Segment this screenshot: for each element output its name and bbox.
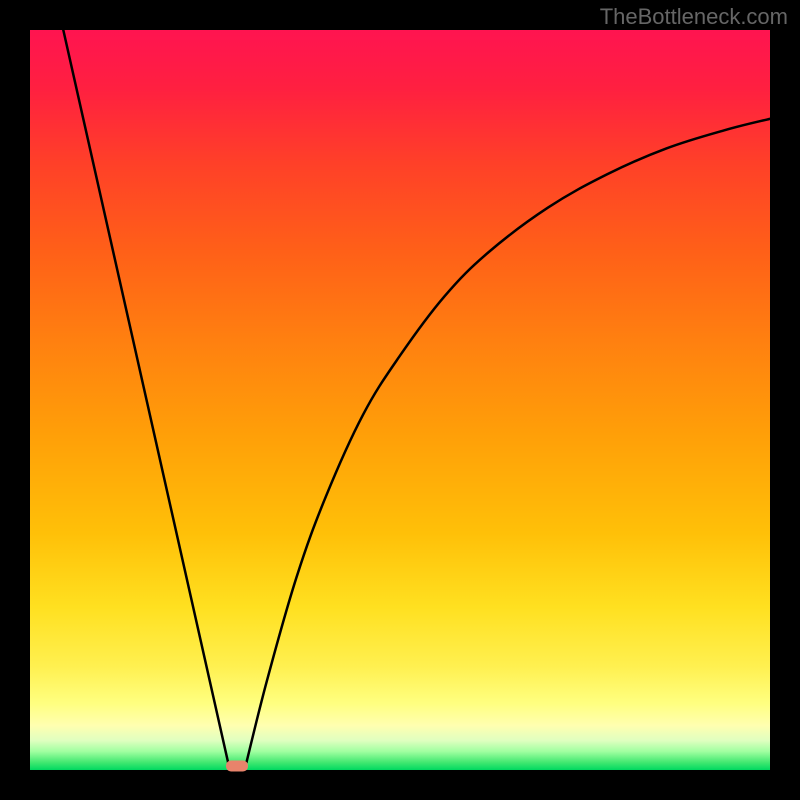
watermark-text: TheBottleneck.com — [600, 4, 788, 30]
minimum-marker — [226, 761, 248, 772]
left-descending-line — [63, 30, 230, 770]
chart-container: TheBottleneck.com — [0, 0, 800, 800]
right-ascending-curve — [245, 119, 770, 770]
plot-area — [30, 30, 770, 770]
curve-layer — [30, 30, 770, 770]
